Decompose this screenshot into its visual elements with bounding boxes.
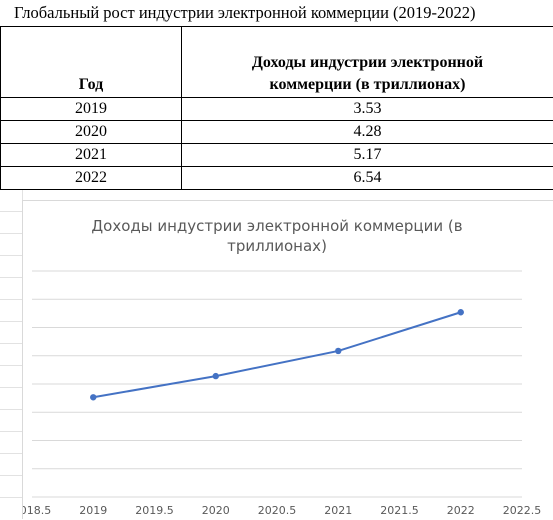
value-cell[interactable]: 4.28 [182,121,553,144]
data-point[interactable] [213,373,219,379]
value-cell[interactable]: 6.54 [182,167,553,190]
header-year[interactable]: Год [1,27,182,98]
x-tick-label: 2018.5 [23,504,51,517]
year-cell[interactable]: 2020 [1,121,182,144]
chart-title-line2: триллионах) [227,237,327,255]
x-tick-label: 2022 [447,504,475,517]
chart-title-line1: Доходы индустрии электронной коммерции (… [91,217,462,235]
spreadsheet-grid [0,190,23,519]
year-cell[interactable]: 2021 [1,144,182,167]
series-line [93,312,461,397]
header-revenue-line2: коммерции (в триллионах) [269,76,465,93]
table-title: Глобальный рост индустрии электронной ко… [0,0,553,26]
x-tick-label: 2022.5 [503,504,542,517]
series-revenue [90,309,464,400]
data-point[interactable] [335,348,341,354]
header-revenue[interactable]: Доходы индустрии электронной коммерции (в… [182,27,553,98]
gridlines [32,271,522,497]
x-tick-label: 2019 [79,504,107,517]
data-point[interactable] [458,309,464,315]
data-table: Год Доходы индустрии электронной коммерци… [0,26,553,190]
x-tick-label: 2020 [202,504,230,517]
line-chart: Доходы индустрии электронной коммерции (… [23,201,553,520]
table-row: 2020 4.28 [1,121,553,144]
data-point[interactable] [90,394,96,400]
table-row: 2022 6.54 [1,167,553,190]
x-tick-label: 2021 [324,504,352,517]
x-tick-label: 2019.5 [135,504,174,517]
table-row: 2019 3.53 [1,98,553,121]
x-tick-label: 2020.5 [258,504,297,517]
year-cell[interactable]: 2019 [1,98,182,121]
x-tick-label: 2021.5 [380,504,419,517]
year-cell[interactable]: 2022 [1,167,182,190]
header-revenue-line1: Доходы индустрии электронной [252,54,483,71]
value-cell[interactable]: 3.53 [182,98,553,121]
x-axis-ticks: 2018.5 2019 2019.5 2020 2020.5 2021 2021.5 2022… [23,504,541,517]
table-row: 2021 5.17 [1,144,553,167]
value-cell[interactable]: 5.17 [182,144,553,167]
chart-container[interactable]: Доходы индустрии электронной коммерции (… [22,200,553,519]
header-row: Год Доходы индустрии электронной коммерци… [1,27,553,98]
